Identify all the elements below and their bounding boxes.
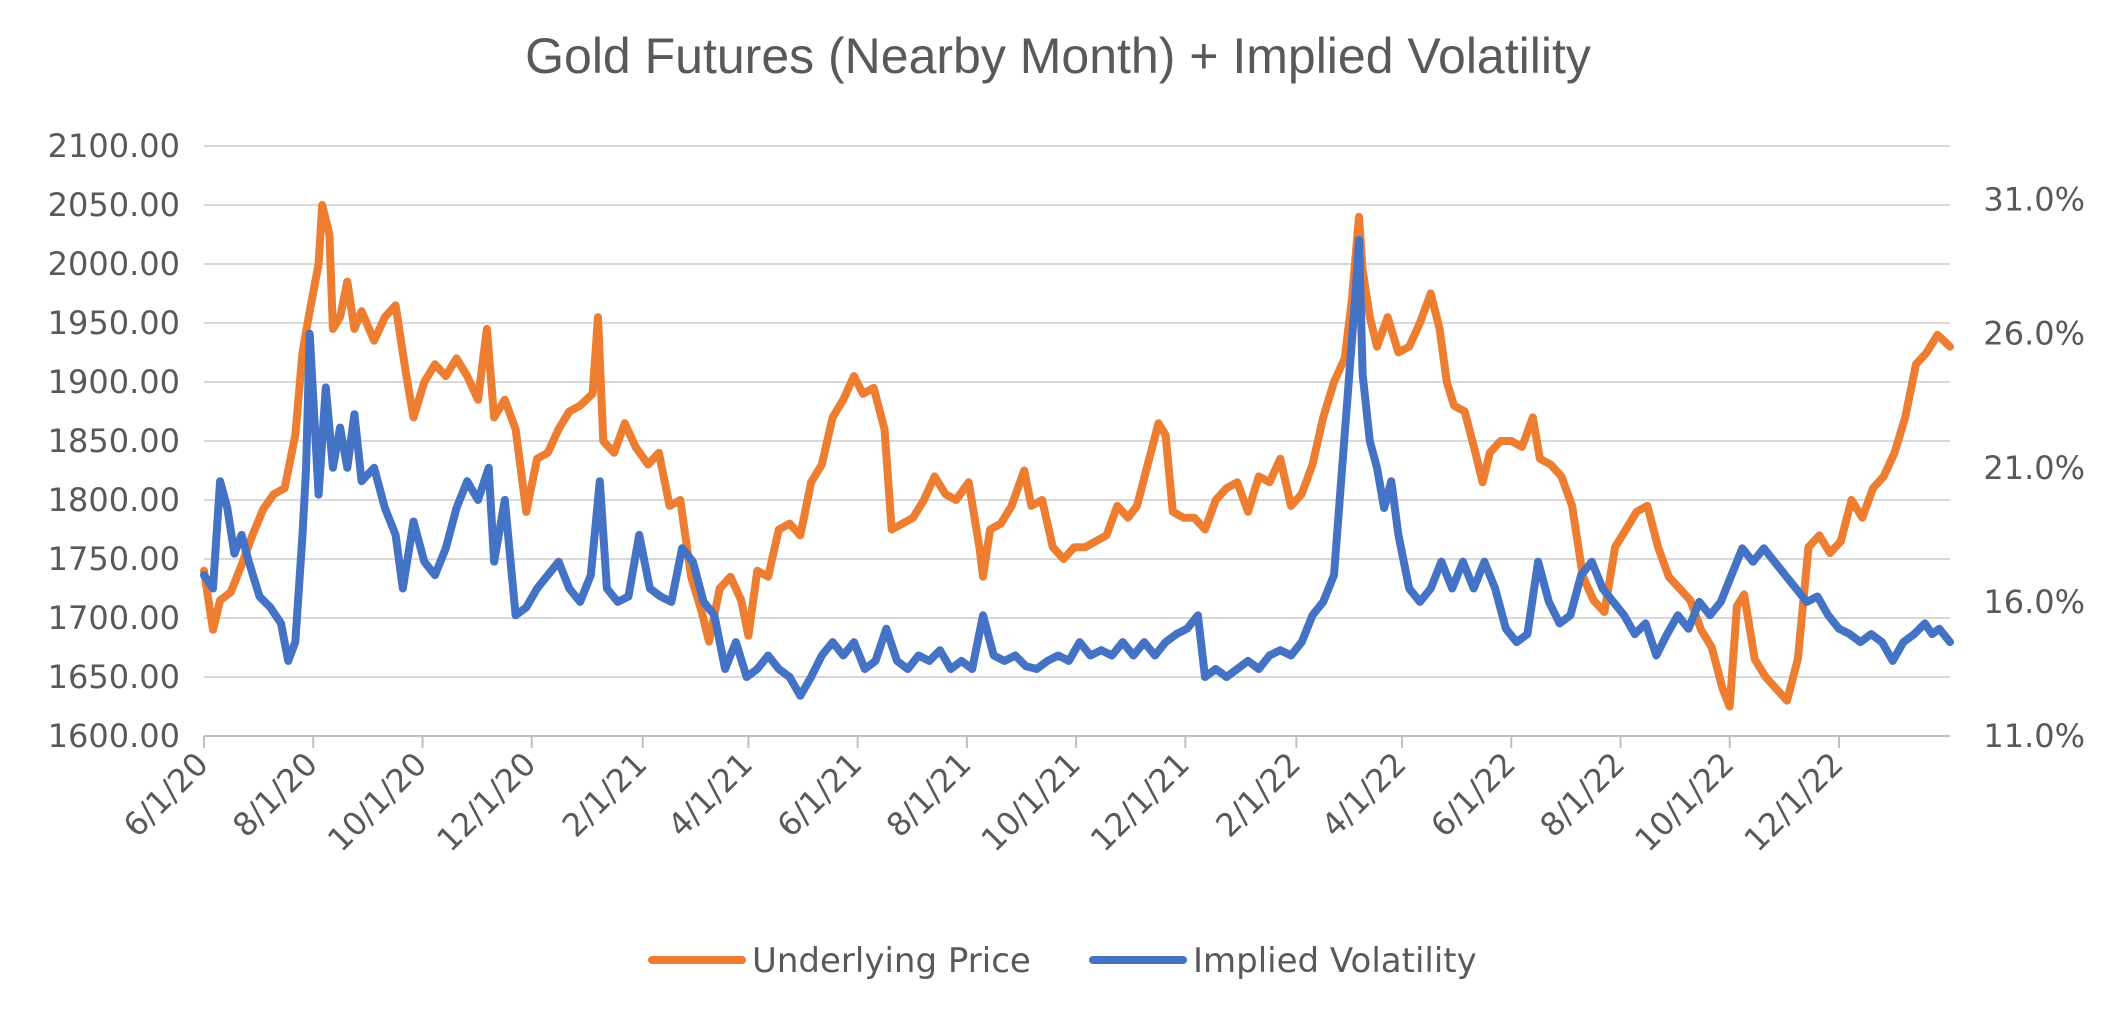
implied-volatility-line bbox=[200, 235, 1954, 700]
underlying-price-line bbox=[200, 201, 1954, 711]
y-tick-label: 1750.00 bbox=[48, 540, 180, 578]
x-tick-label: 8/1/21 bbox=[879, 745, 979, 845]
x-tick-label: 6/1/20 bbox=[116, 745, 216, 845]
y2-tick-label: 16.0% bbox=[1983, 583, 2085, 621]
y-tick-label: 2000.00 bbox=[48, 245, 180, 283]
y-tick-label: 1600.00 bbox=[48, 717, 180, 755]
x-tick-label: 12/1/20 bbox=[429, 745, 543, 859]
x-tick-label: 6/1/22 bbox=[1423, 745, 1523, 845]
x-tick-label: 12/1/22 bbox=[1737, 745, 1851, 859]
y-axis-right: 11.0% 16.0% 21.0% 26.0% 31.0% bbox=[1983, 181, 2085, 755]
x-tick-label: 12/1/21 bbox=[1083, 745, 1197, 859]
series-lines bbox=[200, 201, 1954, 711]
y2-tick-label: 21.0% bbox=[1983, 449, 2085, 487]
x-tick-label: 4/1/21 bbox=[660, 745, 760, 845]
legend-label-implied-volatility: Implied Volatility bbox=[1193, 941, 1477, 981]
x-tick-label: 4/1/22 bbox=[1314, 745, 1414, 845]
x-tick-label: 2/1/22 bbox=[1208, 745, 1308, 845]
x-tick-label: 10/1/21 bbox=[974, 745, 1088, 859]
y-tick-label: 1700.00 bbox=[48, 599, 180, 637]
gridlines bbox=[204, 145, 1950, 737]
y-tick-label: 1800.00 bbox=[48, 481, 180, 519]
x-tick-label: 8/1/22 bbox=[1532, 745, 1632, 845]
legend: Underlying Price Implied Volatility bbox=[648, 941, 1477, 981]
legend-label-underlying-price: Underlying Price bbox=[752, 941, 1031, 981]
x-tick-label: 10/1/22 bbox=[1627, 745, 1741, 859]
y-axis-left: 1600.00 1650.00 1700.00 1750.00 1800.00 1850.… bbox=[48, 127, 180, 755]
x-tick-label: 6/1/21 bbox=[770, 745, 870, 845]
y2-tick-label: 31.0% bbox=[1983, 181, 2085, 219]
chart-title: Gold Futures (Nearby Month) + Implied Vo… bbox=[525, 28, 1591, 84]
y2-tick-label: 26.0% bbox=[1983, 315, 2085, 353]
y-tick-label: 1650.00 bbox=[48, 658, 180, 696]
y2-tick-label: 11.0% bbox=[1983, 717, 2085, 755]
y-tick-label: 1900.00 bbox=[48, 363, 180, 401]
y-tick-label: 2100.00 bbox=[48, 127, 180, 165]
x-tick-label: 8/1/20 bbox=[225, 745, 325, 845]
y-tick-label: 1850.00 bbox=[48, 422, 180, 460]
y-tick-label: 2050.00 bbox=[48, 186, 180, 224]
y-tick-label: 1950.00 bbox=[48, 304, 180, 342]
x-tick-label: 2/1/21 bbox=[555, 745, 655, 845]
x-tick-label: 10/1/20 bbox=[320, 745, 434, 859]
